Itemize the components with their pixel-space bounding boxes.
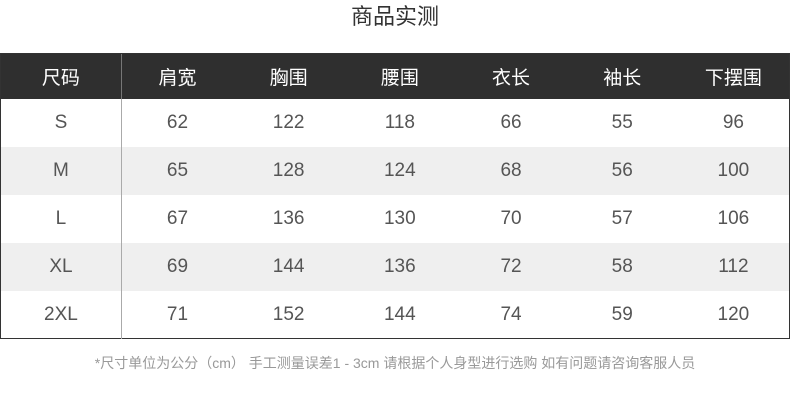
value-cell: 144 bbox=[272, 256, 305, 277]
value-cell: 65 bbox=[166, 160, 189, 181]
header-cell: 衣长 bbox=[492, 68, 531, 89]
value-cell: 128 bbox=[272, 160, 305, 181]
value-cell: 118 bbox=[384, 112, 415, 133]
size-cell: M bbox=[1, 147, 122, 195]
value-cell: 74 bbox=[500, 304, 522, 325]
measurement-note: *尺寸单位为公分（cm） 手工测量误差1 - 3cm 请根据个人身型进行选购 如… bbox=[94, 355, 696, 371]
value-cell: 55 bbox=[611, 112, 633, 133]
value-cell: 130 bbox=[383, 208, 416, 229]
value-cell: 136 bbox=[272, 208, 305, 229]
value-cell: 56 bbox=[611, 160, 633, 181]
value-cell: 66 bbox=[500, 112, 522, 133]
value-cell: 70 bbox=[500, 208, 522, 229]
header-cell: 胸围 bbox=[269, 68, 308, 89]
value-cell: 136 bbox=[383, 256, 416, 277]
value-cell: 71 bbox=[166, 304, 189, 325]
value-cell: 67 bbox=[166, 208, 189, 229]
size-cell: L bbox=[1, 195, 122, 243]
header-cell: 肩宽 bbox=[158, 68, 197, 89]
table-row: L 67 136 130 70 57 106 bbox=[1, 195, 789, 243]
header-cell: 下摆围 bbox=[704, 68, 762, 89]
value-cell: 152 bbox=[272, 304, 305, 325]
value-cell: 122 bbox=[272, 112, 305, 133]
header-cell: 袖长 bbox=[603, 68, 642, 89]
value-cell: 59 bbox=[611, 304, 633, 325]
size-chart-table: 尺码 肩宽 胸围 腰围 衣长 袖长 下摆围 S 62 122 118 66 55 96 M 65… bbox=[0, 53, 790, 339]
value-cell: 144 bbox=[383, 304, 416, 325]
value-cell: 58 bbox=[611, 256, 633, 277]
value-cell: 112 bbox=[718, 256, 749, 277]
value-cell: 96 bbox=[722, 112, 744, 133]
value-cell: 57 bbox=[611, 208, 633, 229]
table-row: M 65 128 124 68 56 100 bbox=[1, 147, 789, 195]
size-cell: XL bbox=[1, 243, 122, 291]
value-cell: 124 bbox=[383, 160, 416, 181]
value-cell: 100 bbox=[717, 160, 750, 181]
value-cell: 120 bbox=[717, 304, 750, 325]
value-cell: 62 bbox=[166, 112, 189, 133]
size-cell: S bbox=[1, 99, 122, 147]
value-cell: 69 bbox=[166, 256, 189, 277]
header-cell: 腰围 bbox=[380, 68, 419, 89]
value-cell: 72 bbox=[500, 256, 522, 277]
table-row: 2XL 71 152 144 74 59 120 bbox=[1, 291, 789, 339]
value-cell: 106 bbox=[717, 208, 750, 229]
size-cell: 2XL bbox=[1, 291, 122, 339]
header-cell: 尺码 bbox=[1, 54, 122, 99]
table-header-row: 尺码 肩宽 胸围 腰围 衣长 袖长 下摆围 bbox=[1, 54, 789, 99]
value-cell: 68 bbox=[500, 160, 522, 181]
table-row: S 62 122 118 66 55 96 bbox=[1, 99, 789, 147]
table-row: XL 69 144 136 72 58 112 bbox=[1, 243, 789, 291]
page-title: 商品实测 bbox=[350, 4, 439, 29]
